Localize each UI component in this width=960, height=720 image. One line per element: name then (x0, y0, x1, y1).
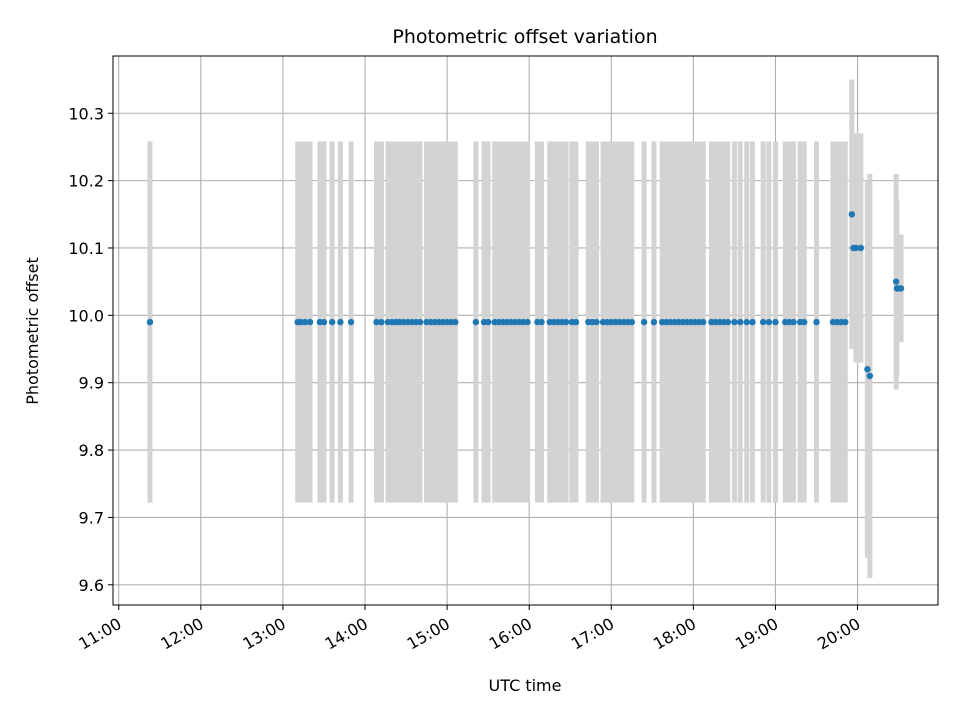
data-point (301, 318, 309, 326)
data-point (736, 318, 744, 326)
data-point (640, 318, 648, 326)
data-point (337, 318, 344, 326)
data-point (562, 318, 570, 326)
chart-title: Photometric offset variation (392, 26, 657, 48)
data-point (320, 318, 328, 326)
data-point (800, 318, 808, 326)
plot-frame (112, 55, 939, 606)
y-tick-label: 9.6 (79, 576, 104, 595)
data-point (146, 318, 154, 326)
data-point (378, 318, 385, 326)
data-point (857, 244, 865, 252)
data-point (749, 318, 756, 326)
data-point (842, 318, 849, 326)
data-point (866, 372, 874, 380)
data-point (848, 211, 856, 218)
y-tick-label: 10.2 (68, 172, 104, 191)
y-axis-label: Photometric offset (23, 257, 42, 405)
data-point (347, 318, 355, 326)
data-point (452, 318, 459, 326)
data-point (700, 318, 707, 326)
y-tick-label: 9.7 (79, 508, 104, 527)
data-point (484, 318, 492, 326)
data-point (524, 318, 531, 326)
y-axis-ticks: 9.6 9.7 9.8 9.9 10.0 10.1 10.2 10.3 (68, 104, 113, 595)
data-point (416, 318, 424, 326)
data-point (472, 318, 480, 326)
data-point (852, 244, 860, 252)
data-point (593, 318, 600, 326)
data-point (790, 318, 797, 326)
y-tick-label: 10.0 (68, 306, 104, 325)
y-tick-label: 10.1 (68, 239, 104, 258)
data-point (731, 318, 738, 326)
data-point (864, 366, 871, 373)
data-point (373, 318, 380, 326)
data-point (765, 318, 773, 326)
data-point (572, 318, 580, 326)
data-points (146, 211, 905, 380)
y-tick-label: 9.8 (79, 441, 104, 460)
data-point (306, 318, 314, 326)
x-axis-label: UTC time (489, 676, 562, 695)
data-point (538, 318, 545, 326)
data-point (759, 318, 767, 326)
data-point (328, 318, 336, 326)
data-point (743, 318, 750, 326)
y-tick-label: 9.9 (79, 374, 104, 393)
data-point (897, 285, 905, 292)
y-tick-label: 10.3 (68, 104, 104, 123)
data-point (650, 318, 658, 326)
data-point (813, 318, 820, 326)
data-point (892, 278, 900, 285)
data-point (628, 318, 636, 326)
data-point (772, 318, 779, 326)
data-point (724, 318, 732, 326)
